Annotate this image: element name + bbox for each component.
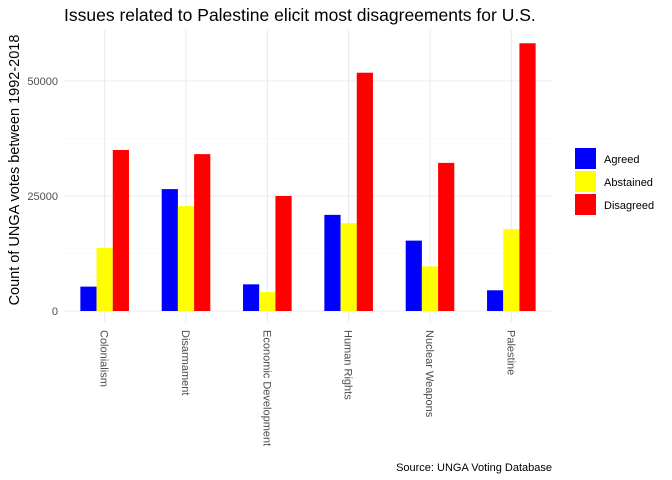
x-tick-label: Disarmament: [179, 330, 191, 395]
bar-agreed-colonialism: [80, 286, 97, 311]
bar-disagreed-colonialism: [112, 150, 129, 311]
bars: [80, 43, 536, 311]
bar-disagreed-economic-development: [275, 196, 292, 311]
chart-title: Issues related to Palestine elicit most …: [64, 5, 536, 25]
bar-abstained-human-rights: [340, 223, 357, 311]
legend-key-disagreed: [575, 194, 596, 215]
y-axis-ticks: 0 25000 50000: [27, 76, 58, 318]
bar-disagreed-nuclear-weapons: [438, 162, 455, 311]
y-axis-label: Count of UNGA votes between 1992-2018: [7, 35, 23, 306]
grid: [64, 30, 552, 322]
x-axis-ticks: Colonialism Disarmament Economic Developme…: [98, 330, 517, 446]
bar-agreed-nuclear-weapons: [405, 240, 422, 311]
x-tick-label: Nuclear Weapons: [423, 330, 435, 418]
bar-disagreed-palestine: [519, 43, 536, 311]
y-tick-label: 0: [52, 306, 58, 318]
bar-agreed-economic-development: [243, 284, 260, 311]
bar-agreed-palestine: [487, 290, 504, 311]
bar-agreed-disarmament: [161, 189, 178, 311]
legend: Agreed Abstained Disagreed: [575, 148, 654, 215]
bar-disagreed-human-rights: [356, 72, 373, 311]
source-caption: Source: UNGA Voting Database: [396, 462, 552, 474]
legend-key-agreed: [575, 148, 596, 169]
bar-disagreed-disarmament: [194, 154, 211, 311]
y-tick-label: 50000: [27, 76, 58, 88]
bar-abstained-palestine: [503, 229, 520, 311]
y-tick-label: 25000: [27, 191, 58, 203]
bar-abstained-economic-development: [259, 292, 276, 311]
bar-abstained-nuclear-weapons: [421, 266, 439, 311]
x-tick-label: Human Rights: [342, 330, 354, 400]
legend-label-agreed: Agreed: [604, 154, 639, 166]
legend-label-abstained: Abstained: [604, 177, 653, 189]
x-tick-label: Colonialism: [98, 330, 110, 387]
bar-abstained-disarmament: [177, 206, 195, 311]
legend-key-abstained: [575, 171, 596, 192]
bar-agreed-human-rights: [324, 214, 341, 311]
legend-label-disagreed: Disagreed: [604, 200, 654, 212]
bar-abstained-colonialism: [96, 247, 113, 311]
x-tick-label: Economic Development: [260, 330, 272, 446]
x-tick-label: Palestine: [504, 330, 516, 375]
